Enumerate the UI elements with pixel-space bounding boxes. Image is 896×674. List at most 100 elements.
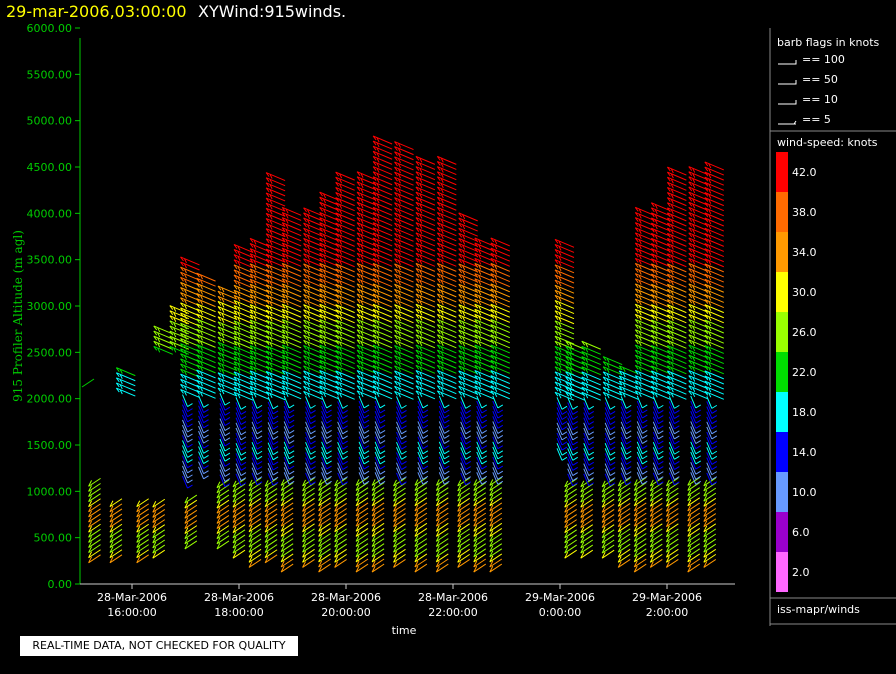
wind-barb [217, 346, 238, 356]
wind-barb [666, 186, 687, 196]
wind-barb [318, 553, 331, 563]
wind-barb [458, 278, 478, 288]
wind-barb [687, 563, 701, 573]
wind-barb [396, 431, 407, 445]
wind-barb [458, 293, 478, 303]
wind-barb [473, 528, 487, 537]
wind-barb [281, 318, 302, 328]
wind-barb [601, 529, 615, 539]
wind-barb [318, 543, 331, 553]
wind-barb [556, 412, 568, 426]
wind-barb [460, 401, 471, 414]
wind-barb [216, 499, 230, 509]
wind-barb [249, 314, 270, 324]
wind-barb [650, 309, 671, 319]
wind-barb [438, 451, 450, 465]
wind-barb [152, 529, 166, 539]
wind-barb [554, 350, 575, 360]
wind-barb [415, 318, 436, 328]
wind-barb [617, 553, 631, 563]
wind-barb [198, 456, 209, 470]
wind-barb [650, 258, 671, 268]
wind-barb [492, 436, 504, 450]
wind-barb [581, 350, 601, 360]
wind-barb [267, 417, 279, 430]
wind-barb [634, 242, 655, 252]
wind-barb [337, 426, 348, 440]
wind-barb [335, 334, 355, 344]
wind-barb [436, 303, 457, 313]
wind-barb [473, 538, 487, 548]
wind-barb [249, 243, 270, 252]
plot-axes: 0.00500.001000.001500.002000.002500.0030… [11, 22, 735, 637]
wind-barb [688, 252, 708, 262]
wind-barb [396, 457, 407, 470]
wind-barb [460, 452, 471, 465]
legend-speed-label: 42.0 [792, 166, 817, 179]
wind-barb [337, 401, 348, 414]
wind-barb [436, 176, 457, 186]
wind-barb [267, 406, 279, 420]
wind-barb [435, 548, 449, 558]
wind-barb [303, 283, 323, 293]
wind-barb [180, 317, 200, 327]
wind-barb [303, 380, 323, 390]
wind-barb [303, 237, 323, 247]
wind-barb [321, 411, 332, 424]
wind-barb [283, 456, 295, 470]
wind-barb [335, 192, 355, 201]
wind-barb [634, 334, 655, 344]
wind-barb [372, 324, 393, 334]
wind-barb [581, 356, 601, 365]
wind-barb [688, 380, 708, 390]
wind-barb [372, 247, 393, 257]
wind-barb [394, 222, 414, 232]
wind-barb [665, 487, 679, 497]
wind-barb [180, 348, 200, 358]
wind-barb [633, 487, 647, 497]
wind-barb [704, 232, 724, 242]
wind-barb [567, 468, 578, 482]
wind-barb [358, 461, 370, 475]
wind-barb [633, 497, 647, 507]
wind-barb [136, 498, 149, 508]
legend-speed-label: 26.0 [792, 326, 817, 339]
wind-barb [474, 268, 494, 277]
wind-barb [371, 548, 385, 558]
wind-barb [396, 421, 407, 435]
wind-barb [267, 396, 279, 410]
wind-barb [356, 364, 377, 374]
wind-barb [474, 257, 494, 267]
wind-barb [372, 252, 393, 262]
wind-barb [198, 415, 209, 429]
wind-barb [267, 432, 279, 445]
wind-barb [394, 212, 414, 222]
wind-barb [180, 307, 200, 317]
wind-barb [567, 422, 578, 436]
wind-barb [303, 293, 323, 303]
wind-barb [356, 222, 377, 232]
wind-barb [283, 451, 295, 465]
wind-barb [414, 563, 428, 573]
wind-barb [182, 470, 193, 484]
y-tick-label: 4000.00 [27, 207, 73, 220]
wind-barb [650, 329, 671, 339]
wind-barb [620, 472, 632, 486]
wind-barb [649, 533, 663, 543]
wind-barb [601, 509, 615, 518]
wind-barb [265, 375, 286, 385]
wind-barb [458, 222, 478, 232]
wind-barb [356, 227, 377, 237]
wind-barb [136, 518, 149, 528]
wind-barb [318, 517, 331, 527]
wind-barb [396, 416, 407, 430]
wind-barb [232, 529, 246, 539]
wind-barb [356, 385, 377, 395]
wind-barb [280, 477, 294, 486]
wind-barb [305, 396, 316, 409]
wind-barb [415, 257, 436, 267]
wind-barb [457, 518, 470, 528]
wind-barb [474, 390, 494, 400]
wind-barb [303, 360, 323, 370]
wind-barb [318, 533, 331, 542]
